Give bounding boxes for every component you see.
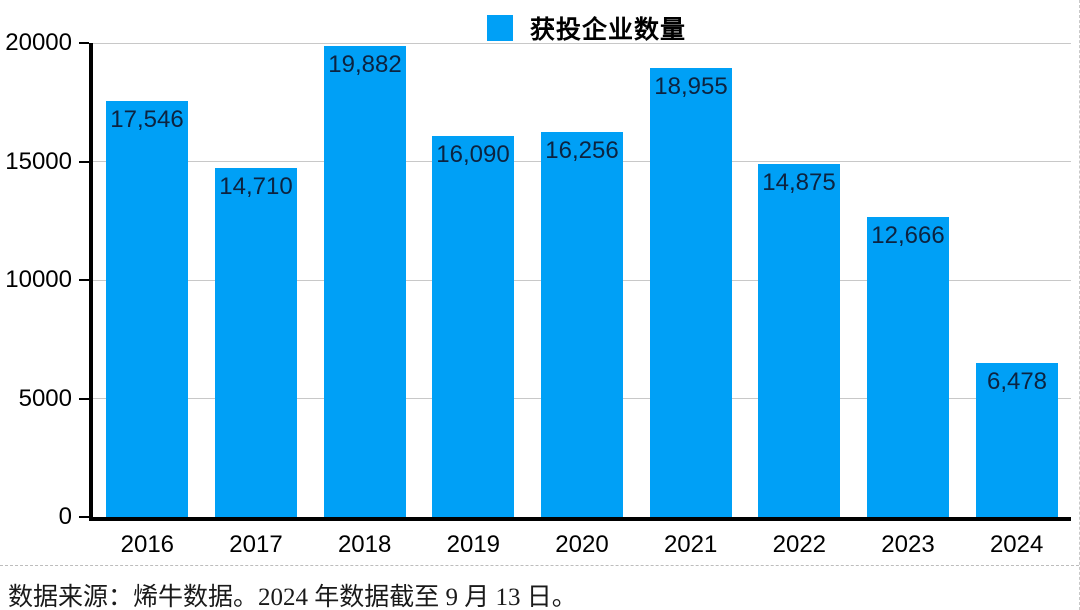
bar-2017: 14,710 <box>215 168 297 517</box>
x-tick-label: 2021 <box>663 531 718 558</box>
chart-legend: 获投企业数量 <box>487 10 686 46</box>
bar-value-label: 14,875 <box>762 169 836 196</box>
bar-value-label: 16,256 <box>545 137 619 164</box>
y-tick-label: 20000 <box>5 29 72 56</box>
bar-value-label: 12,666 <box>871 222 945 249</box>
bar-2021: 18,955 <box>650 68 732 517</box>
legend-color-swatch <box>487 15 513 41</box>
y-axis-tick <box>79 160 89 163</box>
y-axis-tick <box>79 516 89 518</box>
bar-2024: 6,478 <box>976 363 1058 517</box>
y-axis-tick <box>79 42 89 44</box>
y-tick-label: 10000 <box>5 266 72 293</box>
bar-value-label: 16,090 <box>436 141 510 168</box>
x-tick-label: 2023 <box>881 531 935 558</box>
x-tick-label: 2019 <box>446 531 501 558</box>
bar-2019: 16,090 <box>432 136 514 517</box>
bar-2018: 19,882 <box>324 46 406 517</box>
gridline <box>93 42 1071 44</box>
bar-value-label: 18,955 <box>654 73 728 100</box>
y-axis-line <box>89 43 93 521</box>
x-axis-line <box>89 517 1071 521</box>
legend-label: 获投企业数量 <box>530 16 687 44</box>
x-tick-label: 2017 <box>229 531 283 558</box>
x-tick-label: 2018 <box>337 531 392 558</box>
y-axis-tick <box>79 397 89 400</box>
y-tick-label: 15000 <box>5 147 72 175</box>
y-tick-label: 0 <box>58 503 72 530</box>
bar-2023: 12,666 <box>867 217 949 517</box>
bar-2016: 17,546 <box>106 101 188 517</box>
bar-chart-plot-area: 0 5000 10000 15000 20000 17,546 2016 14,710 2017… <box>5 31 1071 558</box>
x-tick-label: 2016 <box>120 531 175 558</box>
source-note: 数据来源：烯牛数据。2024 年数据截至 9 月 13 日。 <box>8 584 577 610</box>
y-tick-label: 5000 <box>18 384 72 412</box>
bar-value-label: 6,478 <box>986 368 1048 395</box>
bar-2020: 16,256 <box>541 132 623 517</box>
bar-value-label: 14,710 <box>219 173 293 200</box>
bar-2022: 14,875 <box>758 164 840 517</box>
bar-value-label: 17,546 <box>110 106 184 133</box>
x-tick-label: 2024 <box>989 531 1044 558</box>
x-tick-label: 2020 <box>555 531 609 558</box>
footer: 数据来源：烯牛数据。2024 年数据截至 9 月 13 日。 <box>0 565 1079 610</box>
bar-value-label: 19,882 <box>328 51 402 78</box>
x-tick-label: 2022 <box>772 531 827 558</box>
y-axis-tick <box>79 279 89 281</box>
